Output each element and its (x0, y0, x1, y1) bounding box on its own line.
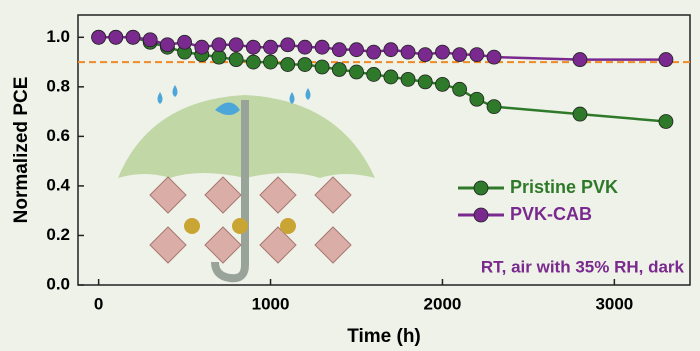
y-tick-label: 0.8 (46, 76, 70, 95)
data-point (400, 72, 416, 87)
data-point (314, 59, 330, 75)
x-tick-label: 2000 (424, 294, 462, 313)
y-tick-label: 0.0 (46, 274, 70, 293)
data-point (314, 39, 330, 55)
data-point (125, 29, 141, 45)
data-point (91, 29, 107, 45)
data-point (417, 47, 433, 63)
x-axis-label: Time (h) (347, 326, 421, 347)
data-point (331, 62, 347, 77)
data-point (366, 67, 382, 82)
data-point (486, 99, 502, 115)
data-point (435, 76, 450, 92)
data-point (417, 74, 433, 90)
data-point (349, 64, 364, 80)
legend-marker (473, 180, 489, 196)
data-point (245, 54, 261, 70)
y-tick-label: 1.0 (46, 27, 70, 46)
illustration (118, 85, 375, 283)
legend-label: PVK-CAB (510, 204, 592, 224)
data-point (658, 114, 674, 129)
annotation: RT, air with 35% RH, dark (481, 257, 685, 276)
x-tick-label: 1000 (252, 294, 290, 313)
data-point (245, 39, 261, 55)
y-axis-label: Normalized PCE (11, 77, 32, 224)
data-point (194, 39, 210, 55)
data-point (469, 47, 485, 63)
data-point (263, 39, 278, 55)
data-point (383, 69, 399, 85)
data-point (297, 57, 313, 72)
data-point (228, 37, 244, 53)
data-point (469, 91, 485, 107)
data-point (331, 42, 347, 58)
data-point (228, 52, 244, 67)
data-point (572, 106, 588, 122)
data-point (211, 37, 227, 53)
y-tick-label: 0.4 (46, 175, 70, 194)
data-point (297, 39, 313, 55)
legend-marker (473, 207, 489, 223)
data-point (452, 81, 468, 97)
data-point (263, 54, 278, 70)
data-point (159, 37, 175, 53)
data-point (280, 37, 296, 53)
data-point (108, 29, 124, 45)
x-tick-label: 3000 (595, 294, 633, 313)
data-point (280, 57, 296, 72)
data-point (400, 44, 416, 60)
data-point (211, 49, 227, 65)
y-tick-label: 0.6 (46, 126, 70, 145)
data-point (177, 34, 192, 50)
data-point (486, 49, 502, 65)
plot-frame (77, 14, 691, 286)
data-point (383, 42, 399, 58)
data-point (658, 52, 674, 67)
data-point (435, 44, 450, 60)
data-point (452, 47, 468, 63)
data-point (366, 44, 382, 60)
y-tick-label: 0.2 (46, 225, 70, 244)
data-point (572, 52, 588, 67)
legend-label: Pristine PVK (510, 177, 618, 197)
x-tick-label: 0 (94, 294, 103, 313)
data-point (349, 42, 364, 58)
data-point (142, 32, 158, 48)
